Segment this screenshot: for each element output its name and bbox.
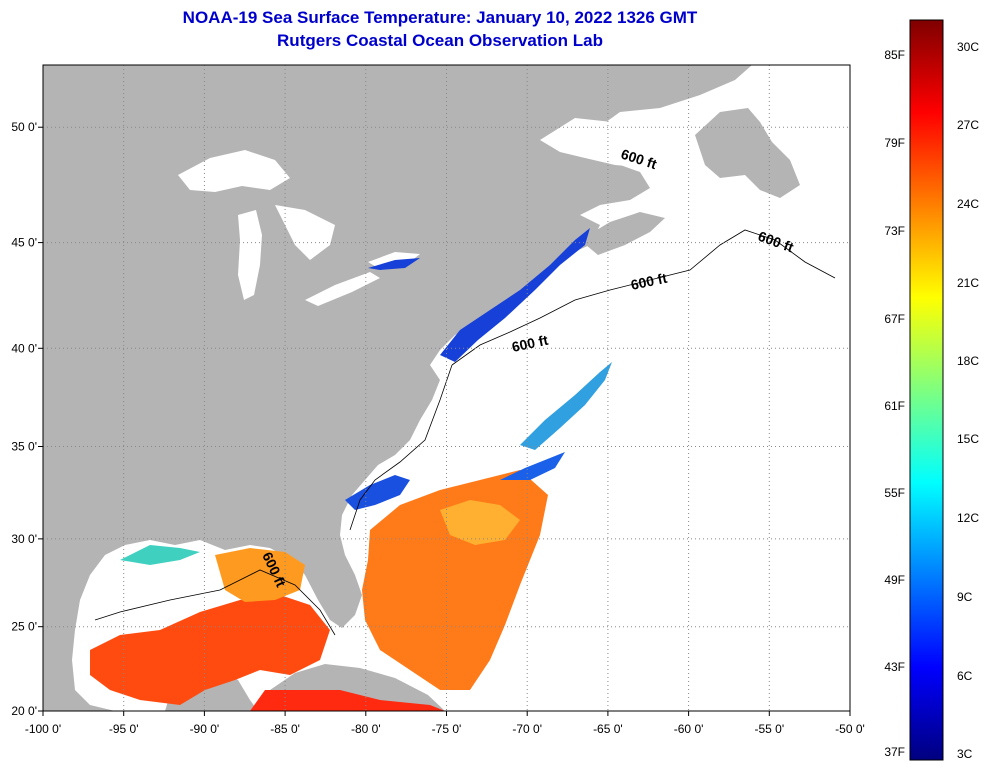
isobath-label-georges-bank: 600 ft	[629, 270, 668, 293]
sst-gulf-warm	[90, 595, 330, 705]
colorbar-celsius-label: 18C	[957, 354, 979, 368]
colorbar-celsius-label: 27C	[957, 118, 979, 132]
latitude-tick-label: 30 0'	[11, 532, 37, 546]
lake-superior	[178, 150, 290, 192]
colorbar-celsius-label: 15C	[957, 432, 979, 446]
colorbar-fahrenheit-label: 55F	[884, 486, 905, 500]
map-title: NOAA-19 Sea Surface Temperature: January…	[0, 6, 880, 52]
sst-caribbean-warm	[250, 690, 445, 711]
longitude-tick-label: -55 0'	[754, 722, 784, 736]
sst-gulf-mid	[215, 548, 305, 602]
isobath-southeast	[349, 364, 453, 531]
longitude-tick-label: -65 0'	[593, 722, 623, 736]
longitude-tick-label: -80 0'	[351, 722, 381, 736]
colorbar-celsius-label: 21C	[957, 276, 979, 290]
sst-atlantic-mid	[440, 500, 520, 545]
latitude-tick-label: 35 0'	[11, 439, 37, 453]
colorbar-fahrenheit-label: 49F	[884, 573, 905, 587]
lake-michigan	[238, 210, 262, 300]
isobath-gulf	[94, 569, 336, 636]
sst-lake-erie-cold	[368, 258, 420, 270]
longitude-tick-label: -50 0'	[835, 722, 865, 736]
colorbar-fahrenheit-label: 37F	[884, 745, 905, 759]
colorbar-fahrenheit-label: 67F	[884, 312, 905, 326]
map-content	[43, 65, 800, 711]
colorbar-fahrenheit-label: 61F	[884, 399, 905, 413]
colorbar-celsius-label: 9C	[957, 590, 973, 604]
sst-northeast-shelf	[440, 228, 590, 362]
longitude-tick-label: -95 0'	[109, 722, 139, 736]
colorbar-celsius-label: 30C	[957, 40, 979, 54]
colorbar-fahrenheit-label: 79F	[884, 136, 905, 150]
hudson-bay-outlet-gulf-st-lawrence	[540, 118, 668, 168]
landmass-nova-scotia	[580, 212, 665, 255]
colorbar-fahrenheit-labels: 85F 79F 73F 67F 61F 55F 49F 43F 37F	[884, 48, 905, 759]
isobath-lines	[94, 229, 836, 636]
colorbar-fahrenheit-label: 85F	[884, 48, 905, 62]
colorbar-celsius-label: 24C	[957, 197, 979, 211]
landmass-newfoundland	[695, 108, 800, 198]
longitude-tick-label: -75 0'	[432, 722, 462, 736]
temperature-colorbar: 85F 79F 73F 67F 61F 55F 49F 43F 37F 30C 27C 24C 21C…	[884, 19, 979, 761]
graticule	[43, 65, 850, 711]
sst-gulfstream-edge	[500, 452, 565, 480]
latitude-tick-label: 40 0'	[11, 341, 37, 355]
colorbar-celsius-label: 12C	[957, 511, 979, 525]
colorbar-fahrenheit-label: 43F	[884, 660, 905, 674]
latitude-axis: 50 0' 45 0' 40 0' 35 0' 30 0' 25 0' 20 0'	[11, 120, 43, 718]
sst-gulf-cool-coast	[120, 545, 200, 565]
colorbar-gradient	[909, 19, 944, 761]
longitude-tick-label: -70 0'	[512, 722, 542, 736]
colorbar-fahrenheit-label: 73F	[884, 224, 905, 238]
longitude-tick-label: -90 0'	[190, 722, 220, 736]
lake-erie	[305, 272, 380, 306]
colorbar-celsius-label: 3C	[957, 747, 973, 761]
latitude-tick-label: 45 0'	[11, 236, 37, 250]
latitude-tick-label: 50 0'	[11, 120, 37, 134]
longitude-tick-label: -85 0'	[270, 722, 300, 736]
latitude-tick-label: 25 0'	[11, 620, 37, 634]
longitude-tick-label: -100 0'	[25, 722, 61, 736]
sst-shelf-cool	[345, 475, 410, 510]
title-line-2: Rutgers Coastal Ocean Observation Lab	[277, 31, 603, 50]
isobath-label-mid-atlantic: 600 ft	[510, 332, 549, 355]
lake-huron	[275, 205, 335, 260]
latitude-tick-label: 20 0'	[11, 704, 37, 718]
colorbar-celsius-labels: 30C 27C 24C 21C 18C 15C 12C 9C 6C 3C	[957, 40, 979, 761]
title-line-1: NOAA-19 Sea Surface Temperature: January…	[182, 8, 698, 27]
longitude-tick-label: -60 0'	[674, 722, 704, 736]
longitude-axis: -100 0' -95 0' -90 0' -85 0' -80 0' -75 0' -70…	[25, 711, 865, 736]
isobath-northeast	[451, 229, 836, 366]
sst-offshore-streak	[520, 362, 612, 450]
landmass-north-america	[43, 65, 752, 711]
colorbar-celsius-label: 6C	[957, 669, 973, 683]
